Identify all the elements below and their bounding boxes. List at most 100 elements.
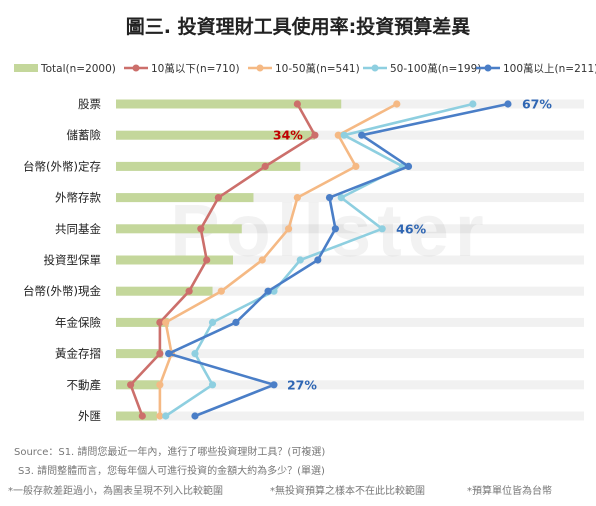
series-point — [191, 412, 199, 420]
series-point — [325, 194, 334, 202]
category-track — [116, 411, 584, 421]
category-track — [116, 224, 584, 234]
series-point — [264, 287, 272, 295]
bar-total — [116, 224, 242, 234]
chart-title: 圖三. 投資理財工具使用率:投資預算差異 — [126, 15, 470, 38]
legend-marker-series-3 — [371, 64, 379, 72]
series-point — [314, 256, 322, 264]
category-labels: 股票儲蓄險台幣(外幣)定存外幣存款共同基金投資型保單台幣(外幣)現金年金保險黃金… — [23, 97, 101, 423]
category-track — [116, 255, 584, 265]
series-point — [191, 350, 199, 358]
legend-label-series-2: 10-50萬(n=541) — [275, 62, 360, 75]
series-point — [165, 350, 173, 358]
category-track — [116, 317, 584, 327]
bar-total — [116, 317, 169, 327]
category-label: 台幣(外幣)現金 — [23, 284, 101, 298]
category-track — [116, 161, 584, 171]
footnote-3: *預算單位皆為台幣 — [467, 484, 552, 497]
series-point — [334, 131, 342, 139]
bar-series — [116, 99, 342, 421]
series-point — [214, 194, 222, 202]
legend-label-series-1: 10萬以下(n=710) — [151, 62, 240, 75]
legend-swatch-total — [14, 64, 38, 72]
bar-total — [116, 255, 233, 265]
legend-marker-series-2 — [256, 64, 264, 72]
series-point — [138, 412, 146, 420]
series-point — [232, 318, 240, 326]
series-point — [340, 131, 348, 139]
series-point — [208, 318, 217, 326]
bar-total — [116, 349, 163, 359]
series-point — [156, 412, 164, 420]
series-point — [208, 381, 217, 389]
series-point — [504, 100, 512, 108]
category-label: 共同基金 — [55, 222, 101, 236]
series-point — [156, 350, 164, 358]
bar-total — [116, 286, 213, 296]
legend-label-series-3: 50-100萬(n=199) — [390, 62, 481, 75]
data-label: 67% — [522, 97, 552, 112]
series-point — [162, 412, 170, 420]
category-tracks — [116, 99, 584, 421]
line-series — [127, 100, 512, 420]
series-point — [284, 225, 293, 233]
footnote-1: *一般存款差距過小，為圖表呈現不列入比較範圍 — [8, 484, 223, 497]
series-point — [293, 100, 301, 108]
legend-marker-series-1 — [132, 64, 140, 72]
series-point — [162, 318, 170, 326]
category-track — [116, 349, 584, 359]
line-series-4 — [165, 100, 512, 420]
category-track — [116, 193, 584, 203]
series-point — [156, 381, 164, 389]
category-track — [116, 380, 584, 390]
category-label: 黃金存摺 — [55, 347, 101, 361]
legend: Total(n=2000) 10萬以下(n=710) 10-50萬(n=541) 50… — [14, 62, 596, 75]
series-point — [393, 100, 401, 108]
category-track — [116, 286, 584, 296]
series-point — [270, 381, 278, 389]
series-point — [337, 194, 345, 202]
series-point — [258, 256, 266, 264]
series-point — [127, 381, 135, 389]
annotations: 67% 34% 46% 27% — [273, 97, 552, 393]
series-point — [156, 318, 164, 326]
source-notes: Source：S1. 請問您最近一年內，進行了哪些投資理財工具？(可複選) S3… — [8, 445, 552, 497]
series-point — [358, 131, 366, 139]
legend-label-total: Total(n=2000) — [40, 63, 116, 75]
series-point — [185, 287, 193, 295]
category-label: 股票 — [78, 97, 101, 111]
bar-total — [116, 130, 315, 140]
series-point — [217, 287, 225, 295]
data-label: 27% — [287, 377, 317, 392]
category-label: 台幣(外幣)定存 — [23, 159, 101, 173]
series-point — [296, 256, 304, 264]
series-point — [197, 225, 205, 233]
bar-total — [116, 411, 157, 421]
bar-total — [116, 380, 160, 390]
series-point — [404, 162, 413, 170]
bar-total — [116, 193, 254, 203]
footnote-2: *無投資預算之樣本不在此比較範圍 — [270, 484, 425, 497]
bar-total — [116, 161, 301, 171]
series-point — [378, 225, 386, 233]
category-label: 不動產 — [67, 378, 102, 392]
legend-label-series-4: 100萬以上(n=211) — [503, 62, 596, 75]
source-note-2: S3. 請問整體而言，您每年個人可進行投資的金額大約為多少？(單選) — [18, 464, 325, 477]
line-series-1 — [127, 100, 319, 420]
category-label: 投資型保單 — [44, 253, 102, 267]
category-label: 外匯 — [78, 409, 101, 423]
series-point — [203, 256, 211, 264]
category-label: 年金保險 — [55, 315, 101, 329]
series-point — [293, 194, 301, 202]
series-point — [311, 131, 319, 139]
category-label: 儲蓄險 — [67, 128, 102, 142]
category-label: 外幣存款 — [55, 191, 101, 205]
series-point — [352, 162, 360, 170]
data-label: 46% — [396, 221, 426, 236]
source-note-1: Source：S1. 請問您最近一年內，進行了哪些投資理財工具？(可複選) — [14, 445, 325, 458]
data-label: 34% — [273, 128, 303, 143]
series-point — [331, 225, 339, 233]
